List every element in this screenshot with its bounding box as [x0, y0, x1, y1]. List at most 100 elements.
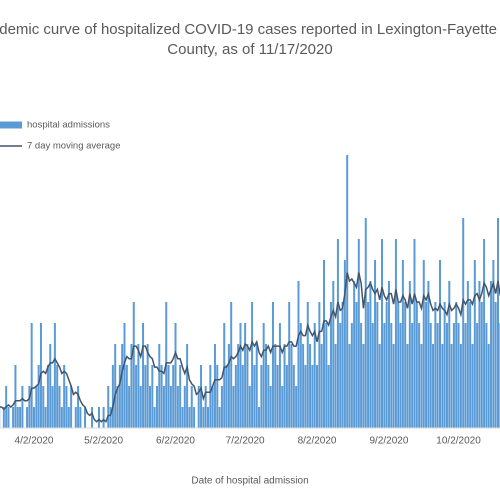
bar [16, 407, 19, 428]
bar [452, 323, 455, 428]
bar [158, 344, 161, 428]
bar [422, 260, 425, 428]
bar [130, 344, 133, 428]
bar [111, 365, 114, 428]
bar [241, 365, 244, 428]
bar [434, 302, 437, 428]
bar [51, 386, 54, 428]
bar [376, 302, 379, 428]
bar [383, 323, 386, 428]
bar [381, 239, 383, 428]
bar [404, 302, 407, 428]
bar [200, 365, 203, 428]
bar [121, 344, 124, 428]
bar [248, 386, 251, 428]
bar [290, 344, 293, 428]
bar [497, 218, 499, 428]
bar [207, 407, 209, 428]
bar [297, 281, 300, 428]
bar [480, 302, 483, 428]
legend-label: 7 day moving average [27, 141, 120, 152]
bar [167, 365, 170, 428]
bar [91, 407, 93, 428]
bar [74, 407, 77, 428]
bar [469, 302, 472, 428]
bar [21, 386, 24, 428]
bar [211, 386, 214, 428]
bar [220, 386, 223, 428]
bar [265, 344, 267, 428]
bar [153, 407, 156, 428]
bar [267, 365, 270, 428]
bar [316, 365, 319, 428]
bar [283, 344, 286, 428]
bar [288, 302, 291, 428]
bar [70, 386, 73, 428]
bar [2, 407, 5, 428]
bar [26, 407, 29, 428]
bar [387, 281, 390, 428]
bar [239, 323, 242, 428]
bar [436, 323, 439, 428]
bar [183, 386, 186, 428]
x-tick-label: 7/2/2020 [226, 436, 265, 447]
bar [237, 344, 240, 428]
bar [223, 323, 226, 428]
bar [455, 302, 458, 428]
bar [53, 323, 56, 428]
bar [278, 323, 281, 428]
bar [392, 344, 395, 428]
bar [355, 302, 358, 428]
bar [336, 239, 339, 428]
moving-average-line [0, 272, 500, 424]
bar [367, 302, 370, 428]
bar [63, 365, 66, 428]
bar [425, 302, 428, 428]
bar [323, 260, 325, 428]
bar [246, 344, 249, 428]
bar [445, 323, 448, 428]
bar [188, 407, 191, 428]
bar [190, 386, 193, 428]
bar [37, 365, 40, 428]
bar [357, 239, 360, 428]
bar [343, 260, 346, 428]
bar [492, 260, 495, 428]
legend-swatch [0, 121, 22, 129]
bar [67, 407, 70, 428]
bar [332, 281, 335, 428]
bar [329, 302, 332, 428]
bar [160, 365, 163, 428]
bar [35, 386, 38, 428]
bar [19, 407, 22, 428]
bar [225, 365, 228, 428]
bar [155, 386, 158, 428]
bar [350, 323, 353, 428]
bar [295, 386, 298, 428]
bar [406, 344, 409, 428]
bar [193, 407, 196, 428]
bar [450, 344, 453, 428]
bar [464, 323, 467, 428]
bar [271, 302, 274, 428]
bar [385, 302, 388, 428]
bar [116, 386, 119, 428]
bar [142, 323, 145, 428]
bar [60, 407, 63, 428]
bar [459, 344, 462, 428]
bar [128, 386, 131, 428]
bar [276, 365, 279, 428]
bar [33, 407, 35, 428]
bar [360, 323, 363, 428]
bar [102, 407, 105, 428]
bar [320, 344, 323, 428]
x-axis-title: Date of hospital admission [191, 476, 308, 487]
bar [490, 281, 493, 428]
x-tick-label: 10/2/2020 [436, 436, 481, 447]
bar [299, 323, 302, 428]
bar [462, 218, 465, 428]
x-tick-label: 5/2/2020 [84, 436, 123, 447]
bar [397, 302, 400, 428]
bar [353, 281, 356, 428]
bar [341, 302, 344, 428]
